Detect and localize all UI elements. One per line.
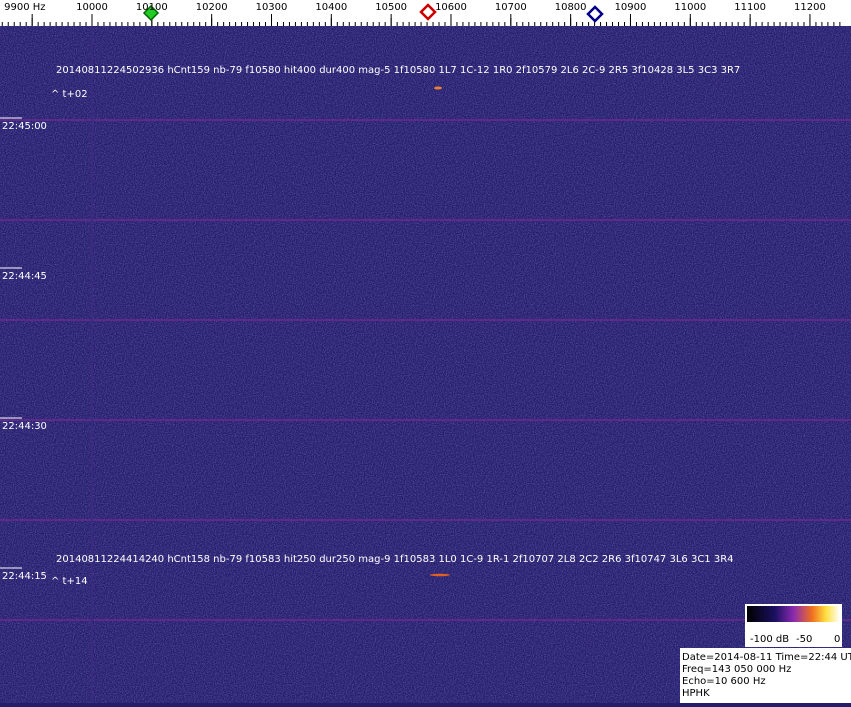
colorbar-label: -50 xyxy=(796,634,812,645)
freq-label: 10100 xyxy=(136,2,168,13)
freq-label: 10200 xyxy=(196,2,228,13)
time-labels: 22:45:00 22:44:45 22:44:30 22:44:15 xyxy=(0,117,47,582)
freq-label: 10400 xyxy=(315,2,347,13)
time-lines xyxy=(0,119,851,621)
freq-label: 10900 xyxy=(615,2,647,13)
freq-label: 9900 Hz xyxy=(4,2,45,13)
detection-text: 20140811224502936 hCnt159 nb-79 f10580 h… xyxy=(56,65,740,76)
echo xyxy=(434,86,442,90)
noise xyxy=(0,26,851,703)
freq-label: 11000 xyxy=(674,2,706,13)
info-line: Echo=10 600 Hz xyxy=(682,676,766,687)
marker-green xyxy=(142,4,160,22)
freq-label: 10300 xyxy=(256,2,288,13)
info-line: HPHK xyxy=(682,688,710,699)
colorbar xyxy=(747,606,840,622)
detection-offset: ^ t+02 xyxy=(51,89,88,100)
freq-label: 10000 xyxy=(76,2,108,13)
freq-label: 10700 xyxy=(495,2,527,13)
ruler-ticks xyxy=(1,14,841,26)
colorbar-label: -100 dB xyxy=(750,634,789,645)
freq-label: 10800 xyxy=(555,2,587,13)
echo xyxy=(430,573,450,577)
freq-label: 10600 xyxy=(435,2,467,13)
freq-label: 11100 xyxy=(734,2,766,13)
colorbar-label: 0 xyxy=(834,634,840,645)
freq-label: 10500 xyxy=(375,2,407,13)
time-label: 22:44:45 xyxy=(2,271,47,282)
marker-blue xyxy=(586,5,604,23)
detection-text: 20140811224414240 hCnt158 nb-79 f10583 h… xyxy=(56,554,734,565)
info-line: Freq=143 050 000 Hz xyxy=(682,664,791,675)
detection-offset: ^ t+14 xyxy=(51,576,88,587)
time-label: 22:44:15 xyxy=(2,571,47,582)
info-box xyxy=(680,648,851,703)
time-label: 22:44:30 xyxy=(2,421,47,432)
marker-red xyxy=(419,3,437,21)
info-line: Date=2014-08-11 Time=22:44 UTC xyxy=(682,652,851,663)
time-label: 22:45:00 xyxy=(2,121,47,132)
freq-label: 11200 xyxy=(794,2,826,13)
